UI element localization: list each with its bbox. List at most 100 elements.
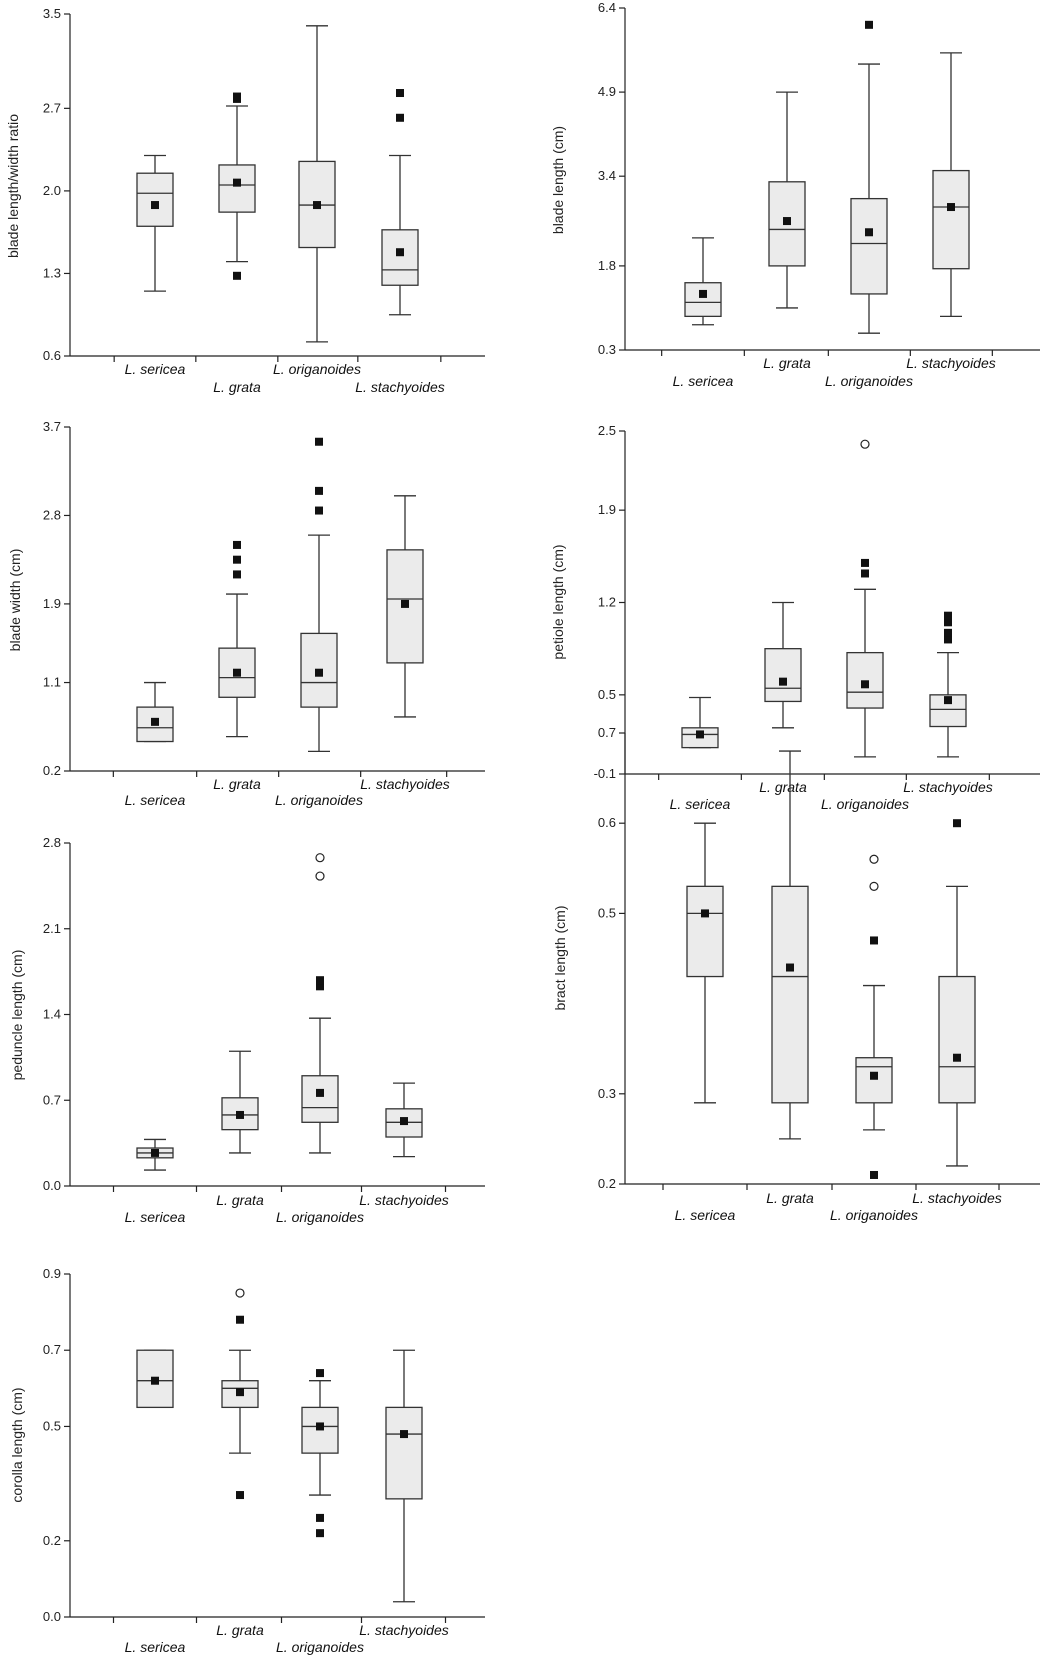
box-1 <box>686 822 724 1104</box>
box-2 <box>771 750 809 1140</box>
box-1 <box>136 1349 174 1409</box>
mean-marker <box>783 217 791 226</box>
category-label: L. grata <box>763 355 811 371</box>
mean-marker <box>779 677 787 686</box>
chart-panel-2: 0.3 1.8 3.4 4.9 6.4 blade length (cm) L. seric… <box>550 0 1040 389</box>
box-2 <box>221 1050 259 1154</box>
y-tick-label: 0.2 <box>598 1176 616 1191</box>
mean-marker <box>400 1430 408 1439</box>
mean-marker <box>400 1117 408 1126</box>
y-tick-label: 1.4 <box>43 1007 61 1022</box>
y-tick-label: 2.0 <box>43 183 61 198</box>
iqr-box <box>684 282 722 318</box>
mean-marker <box>316 1422 324 1431</box>
box-2 <box>218 540 256 738</box>
extreme-outlier-point <box>869 881 879 891</box>
mean-marker <box>236 1388 244 1397</box>
iqr-box <box>771 885 809 1104</box>
category-label: L. origanoides <box>821 796 909 812</box>
y-tick-label: 1.2 <box>598 595 616 610</box>
mean-marker <box>786 963 794 972</box>
category-label: L. stachyoides <box>912 1190 1002 1206</box>
category-label: L. origanoides <box>276 1639 364 1655</box>
chart-panel-3: 0.2 1.1 1.9 2.8 3.7 blade width (cm) L. serice… <box>7 419 485 808</box>
mean-marker <box>151 717 159 726</box>
y-tick-label: 2.7 <box>43 100 61 115</box>
chart-panel-6: 0.2 0.3 0.5 0.6 0.7 bract length (cm) L. seric… <box>552 725 1040 1223</box>
box-4 <box>385 1082 423 1158</box>
y-tick-label: 0.2 <box>43 1533 61 1548</box>
category-label: L. sericea <box>670 796 731 812</box>
outlier-point <box>316 976 324 985</box>
mean-marker <box>396 248 404 257</box>
outlier-point <box>861 569 869 578</box>
iqr-box <box>301 1075 339 1123</box>
category-label: L. grata <box>216 1622 264 1638</box>
y-tick-label: 2.5 <box>598 423 616 438</box>
category-label: L. stachyoides <box>906 355 996 371</box>
iqr-box <box>932 169 970 270</box>
box-3 <box>301 853 339 1154</box>
mean-marker <box>151 201 159 210</box>
category-label: L. origanoides <box>273 361 361 377</box>
outlier-point <box>233 540 241 549</box>
y-tick-label: 0.3 <box>598 342 616 357</box>
extreme-outlier-point <box>315 853 325 863</box>
y-tick-label: 0.7 <box>598 725 616 740</box>
iqr-box <box>850 197 888 295</box>
outlier-point <box>233 555 241 564</box>
extreme-outlier-point <box>860 439 870 449</box>
y-tick-label: 1.1 <box>43 675 61 690</box>
y-tick-label: 0.9 <box>43 1266 61 1281</box>
y-axis-title: bract length (cm) <box>552 905 568 1010</box>
mean-marker <box>861 680 869 689</box>
iqr-box <box>385 1406 423 1500</box>
mean-marker <box>401 599 409 608</box>
chart-panel-1: 0.6 1.3 2.0 2.7 3.5 blade length/width ratio L… <box>5 6 485 395</box>
y-tick-label: 6.4 <box>598 0 616 15</box>
outlier-point <box>944 611 952 620</box>
outlier-point <box>316 1513 324 1522</box>
extreme-outlier-point <box>869 854 879 864</box>
mean-marker <box>151 1148 159 1157</box>
y-axis-title: blade length/width ratio <box>5 114 21 258</box>
y-tick-label: 0.3 <box>598 1086 616 1101</box>
box-3 <box>846 439 884 758</box>
category-label: L. grata <box>216 1192 264 1208</box>
iqr-box <box>686 885 724 978</box>
y-tick-label: 0.5 <box>43 1418 61 1433</box>
box-2 <box>768 91 806 309</box>
iqr-box <box>381 229 419 286</box>
iqr-box <box>218 164 256 213</box>
category-label: L. grata <box>213 776 261 792</box>
y-tick-label: 0.0 <box>43 1609 61 1624</box>
y-tick-label: 3.4 <box>598 168 616 183</box>
y-tick-label: 2.8 <box>43 835 61 850</box>
outlier-point <box>870 1170 878 1179</box>
mean-marker <box>236 1110 244 1119</box>
outlier-point <box>233 271 241 280</box>
y-tick-label: 2.1 <box>43 921 61 936</box>
y-axis-title: blade width (cm) <box>7 549 23 652</box>
category-label: L. stachyoides <box>359 1192 449 1208</box>
outlier-point <box>316 982 324 991</box>
box-3 <box>300 437 338 752</box>
y-tick-label: 1.9 <box>43 596 61 611</box>
category-label: L. sericea <box>125 1639 186 1655</box>
outlier-point <box>236 1315 244 1324</box>
box-2 <box>221 1288 259 1500</box>
iqr-box <box>764 648 802 703</box>
iqr-box <box>136 172 174 227</box>
mean-marker <box>701 909 709 918</box>
y-axis-title: blade length (cm) <box>550 126 566 234</box>
box-1 <box>136 681 174 743</box>
box-4 <box>386 495 424 718</box>
outlier-point <box>865 20 873 29</box>
y-tick-label: 3.5 <box>43 6 61 21</box>
y-tick-label: 4.9 <box>598 84 616 99</box>
category-label: L. sericea <box>675 1207 736 1223</box>
category-label: L. sericea <box>125 1209 186 1225</box>
box-2 <box>218 92 256 280</box>
outlier-point <box>944 628 952 637</box>
outlier-point <box>396 113 404 122</box>
